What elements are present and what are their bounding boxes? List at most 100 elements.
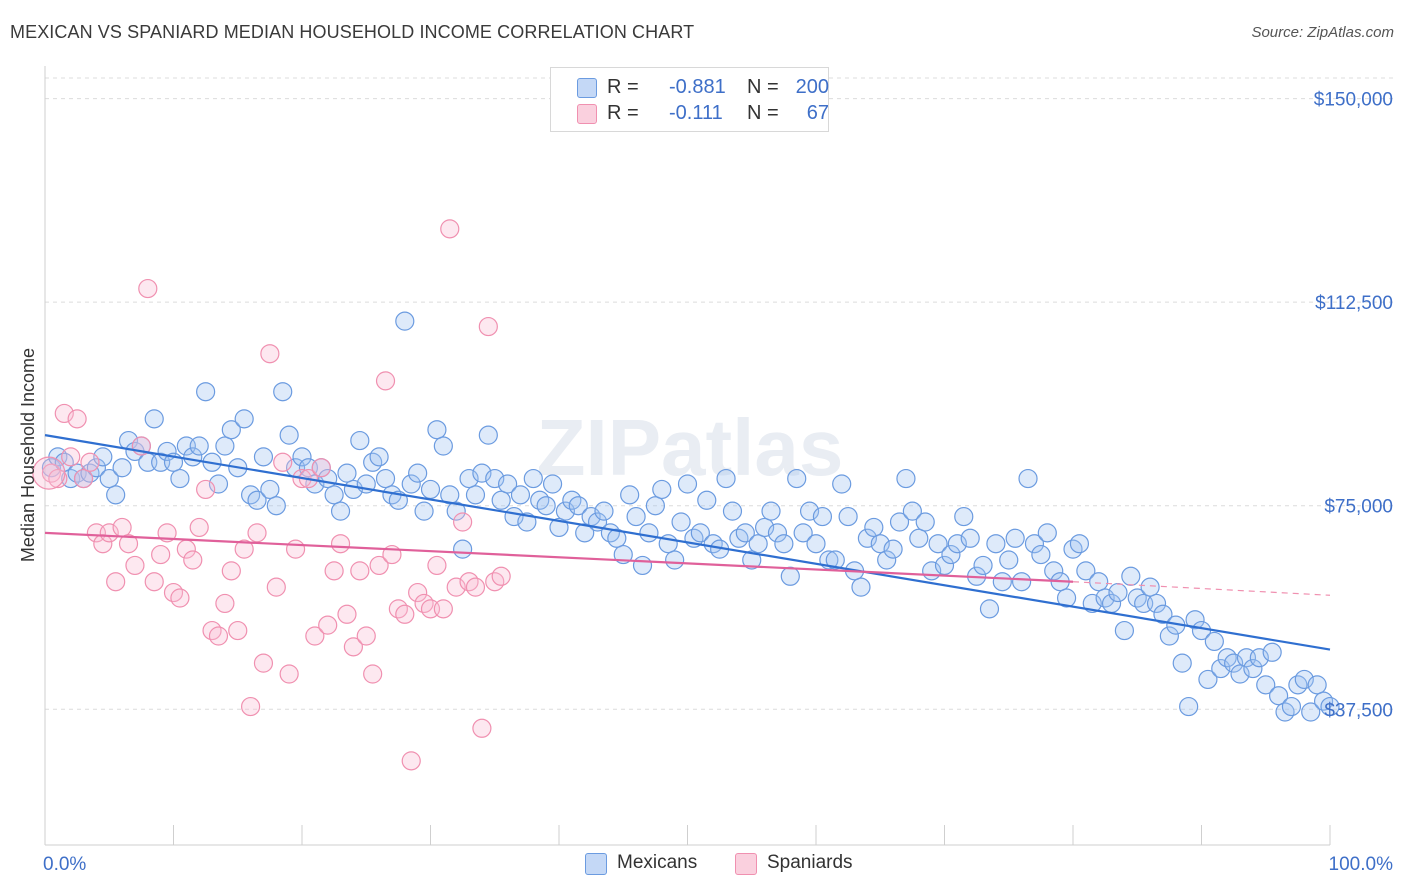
spaniards-point bbox=[228, 620, 248, 641]
spaniards-point bbox=[54, 403, 74, 424]
mexicans-point bbox=[401, 474, 421, 494]
r-value: -0.111 bbox=[669, 102, 723, 124]
mexicans-point bbox=[825, 550, 845, 570]
spaniards-point bbox=[472, 718, 492, 738]
mexicans-point bbox=[93, 447, 113, 467]
spaniards-point bbox=[32, 456, 66, 490]
mexicans-point bbox=[652, 479, 672, 500]
mexicans-point bbox=[639, 523, 659, 543]
mexicans-point bbox=[620, 485, 640, 505]
y-tick-label: $75,000 bbox=[1324, 497, 1393, 518]
mexicans-point bbox=[1114, 620, 1135, 641]
mexicans-point bbox=[896, 468, 916, 489]
source-label: Source: ZipAtlas.com bbox=[1251, 24, 1394, 41]
mexicans-point bbox=[414, 501, 434, 521]
mexicans-swatch bbox=[577, 78, 597, 98]
spaniards-point bbox=[80, 452, 100, 472]
spaniards-point bbox=[241, 696, 261, 717]
mexicans-point bbox=[883, 539, 903, 559]
spaniards-point bbox=[247, 523, 267, 543]
mexicans-point bbox=[626, 506, 646, 527]
mexicans-point bbox=[1281, 696, 1302, 717]
mexicans-point bbox=[453, 539, 473, 559]
mexicans-point bbox=[1185, 610, 1205, 630]
mexicans-point bbox=[1037, 523, 1057, 543]
mexicans-point bbox=[446, 501, 466, 521]
mexicans-point bbox=[748, 534, 768, 554]
spaniards-point bbox=[337, 604, 357, 624]
n-label: N = bbox=[747, 102, 779, 124]
mexicans-point bbox=[1031, 544, 1051, 565]
mexicans-point bbox=[1108, 582, 1128, 603]
mexicans-point bbox=[1172, 653, 1192, 673]
mexicans-point bbox=[799, 501, 820, 521]
mexicans-point bbox=[1294, 669, 1314, 690]
mexicans-point bbox=[549, 517, 569, 538]
mexicans-point bbox=[992, 572, 1012, 592]
mexicans-point bbox=[1249, 648, 1269, 668]
spaniards-point bbox=[215, 593, 235, 614]
mexicans-point bbox=[433, 436, 453, 456]
mexicans-point bbox=[645, 496, 665, 516]
mexicans-point bbox=[832, 474, 852, 494]
mexicans-point bbox=[1301, 702, 1321, 722]
mexicans-point bbox=[440, 485, 460, 505]
chart-title: MEXICAN VS SPANIARD MEDIAN HOUSEHOLD INC… bbox=[10, 22, 695, 42]
mexicans-point bbox=[337, 463, 357, 483]
mexicans-point bbox=[330, 501, 351, 521]
n-label: N = bbox=[747, 76, 779, 98]
spaniards-point bbox=[73, 468, 94, 489]
spaniards-point bbox=[350, 561, 370, 581]
mexicans-point bbox=[742, 550, 762, 570]
spaniards-point bbox=[453, 512, 473, 532]
spaniards-point bbox=[433, 599, 453, 619]
mexicans-point bbox=[851, 577, 871, 597]
mexicans-point bbox=[1121, 566, 1141, 586]
mexicans-point bbox=[472, 463, 492, 483]
mexicans-point bbox=[1146, 593, 1167, 614]
watermark: ZIPatlas bbox=[537, 403, 844, 492]
mexicans-point bbox=[1256, 675, 1276, 695]
mexicans-point bbox=[517, 512, 537, 532]
mexicans-point bbox=[369, 447, 389, 467]
mexicans-point bbox=[1230, 664, 1250, 684]
trend-line bbox=[44, 531, 1074, 583]
spaniards-point bbox=[144, 572, 164, 592]
mexicans-point bbox=[722, 501, 743, 521]
series-mexicans bbox=[41, 311, 1340, 722]
spaniards-point bbox=[196, 479, 216, 500]
spaniards-point bbox=[151, 544, 171, 565]
mexicans-point bbox=[838, 506, 858, 527]
mexicans-point bbox=[909, 528, 929, 548]
spaniards-point bbox=[138, 278, 158, 299]
mexicans-point bbox=[144, 409, 164, 429]
mexicans-point bbox=[555, 501, 576, 521]
mexicans-point bbox=[716, 468, 736, 489]
mexicans-point bbox=[671, 512, 691, 532]
spaniards-point bbox=[478, 316, 498, 337]
mexicans-point bbox=[1005, 528, 1025, 548]
mexicans-point bbox=[112, 458, 132, 478]
spaniards-point bbox=[260, 344, 280, 364]
mexicans-point bbox=[568, 496, 588, 516]
mexicans-point bbox=[774, 534, 794, 554]
mexicans-point bbox=[510, 485, 531, 505]
mexicans-point bbox=[1262, 642, 1282, 662]
mexicans-point bbox=[787, 468, 807, 489]
mexicans-point bbox=[208, 474, 229, 494]
spaniards-point bbox=[318, 615, 338, 635]
trend-lines bbox=[44, 434, 1331, 651]
mexicans-point bbox=[1268, 686, 1289, 706]
spaniards-point bbox=[356, 626, 376, 646]
mexicans-point bbox=[1024, 534, 1045, 554]
mexicans-point bbox=[767, 523, 788, 543]
y-tick-label: $112,500 bbox=[1315, 293, 1393, 314]
mexicans-point bbox=[954, 506, 974, 527]
mexicans-point bbox=[196, 382, 216, 402]
mexicans-point bbox=[960, 528, 980, 548]
mexicans-point bbox=[266, 496, 286, 516]
mexicans-point bbox=[1089, 572, 1109, 592]
x-tick-label: 100.0% bbox=[1329, 854, 1394, 875]
spaniards-point bbox=[375, 371, 396, 391]
